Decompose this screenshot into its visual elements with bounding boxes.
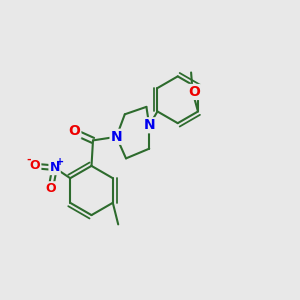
Text: N: N bbox=[143, 118, 155, 132]
Text: N: N bbox=[50, 161, 60, 174]
Text: O: O bbox=[68, 124, 80, 138]
Text: O: O bbox=[188, 85, 200, 99]
Text: N: N bbox=[111, 130, 122, 144]
Text: O: O bbox=[30, 159, 40, 172]
Text: O: O bbox=[46, 182, 56, 195]
Text: -: - bbox=[26, 154, 31, 165]
Text: +: + bbox=[56, 157, 64, 167]
